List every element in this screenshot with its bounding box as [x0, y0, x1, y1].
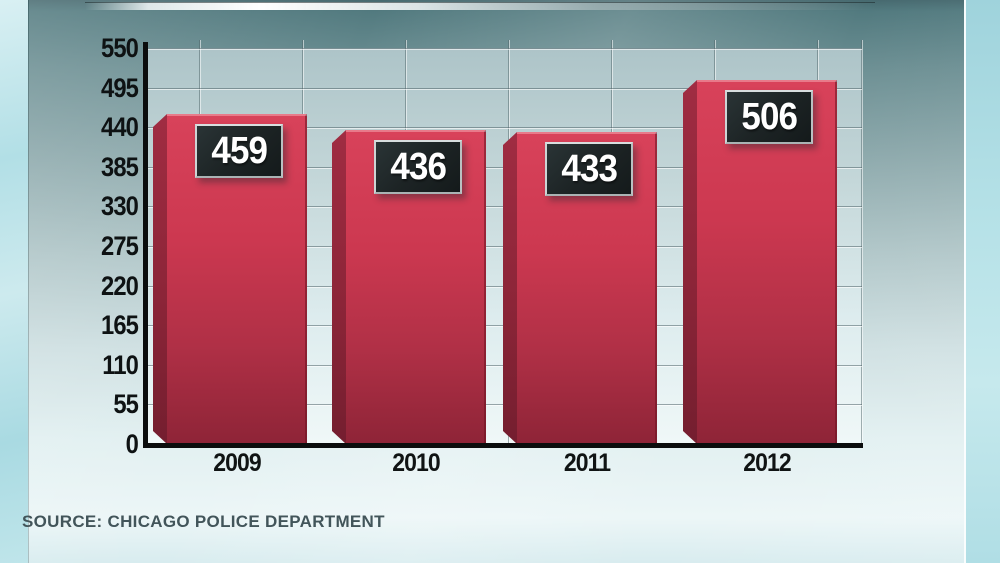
x-axis-line — [143, 443, 863, 448]
source-caption: SOURCE: CHICAGO POLICE DEPARTMENT — [22, 512, 385, 531]
metal-highlight-band — [85, 2, 875, 10]
bar-3d-side — [503, 132, 517, 444]
y-tick-label: 220 — [100, 270, 139, 301]
y-tick-label: 165 — [100, 310, 139, 341]
gridline-vertical — [861, 40, 862, 444]
bar-value-label: 506 — [741, 95, 797, 138]
y-tick-label: 275 — [100, 231, 139, 261]
y-axis-line — [143, 42, 148, 447]
y-tick-label: 55 — [113, 389, 139, 420]
y-tick-label: 330 — [100, 191, 139, 222]
x-tick-label-2009: 2009 — [213, 449, 261, 477]
bar-2010: 436 — [332, 130, 486, 444]
bar-3d-side — [153, 114, 167, 444]
right-edge-strip — [964, 0, 1000, 563]
bar-3d-side — [332, 130, 346, 444]
x-tick-label-2011: 2011 — [563, 449, 611, 477]
y-tick-label: 110 — [102, 349, 139, 380]
x-tick-label-2010: 2010 — [392, 449, 440, 477]
x-tick-label-2012: 2012 — [743, 449, 791, 477]
bar-2009: 459 — [153, 114, 307, 444]
bar-value-box: 506 — [725, 90, 813, 144]
y-tick-label: 495 — [100, 72, 139, 103]
bar-value-label: 459 — [211, 129, 267, 172]
gridline-horizontal — [148, 87, 862, 89]
y-tick-label: 385 — [100, 151, 139, 182]
bar-value-label: 433 — [561, 147, 617, 190]
left-edge-strip — [0, 0, 28, 563]
gridline-horizontal — [148, 127, 862, 129]
bar-3d-side — [683, 80, 697, 444]
y-tick-label: 550 — [100, 33, 139, 63]
bar-2012: 506 — [683, 80, 837, 444]
y-tick-label: 440 — [100, 112, 139, 143]
y-tick-label: 0 — [125, 429, 139, 459]
bar-value-box: 436 — [374, 140, 462, 194]
gridline-horizontal — [148, 48, 862, 49]
bar-value-box: 433 — [545, 142, 633, 196]
bar-2011: 433 — [503, 132, 657, 444]
bar-value-box: 459 — [195, 124, 283, 178]
bar-value-label: 436 — [390, 145, 446, 188]
